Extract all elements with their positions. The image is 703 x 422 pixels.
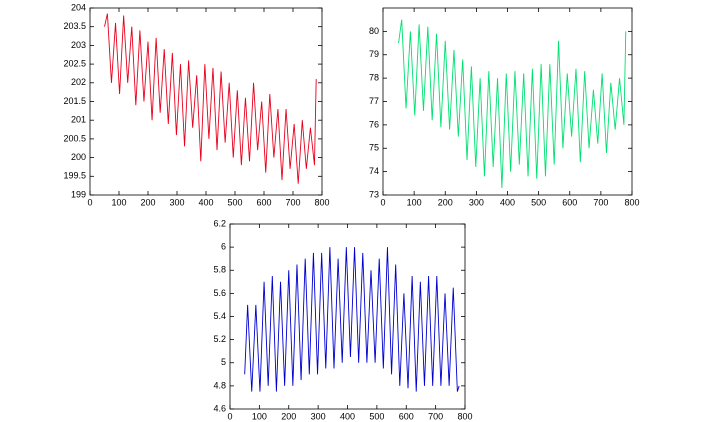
- x-tick-label: 500: [369, 411, 384, 421]
- y-tick-label: 80: [369, 26, 379, 36]
- x-tick-label: 300: [469, 197, 484, 207]
- x-tick-label: 500: [227, 197, 242, 207]
- x-tick-label: 700: [428, 411, 443, 421]
- x-tick-label: 700: [285, 197, 300, 207]
- x-tick-label: 600: [399, 411, 414, 421]
- series-line: [398, 19, 627, 189]
- y-tick-label: 4.6: [213, 403, 226, 413]
- x-tick-label: 100: [111, 197, 126, 207]
- y-tick-label: 78: [369, 73, 379, 83]
- x-tick-label: 200: [140, 197, 155, 207]
- x-tick-label: 600: [256, 197, 271, 207]
- y-tick-label: 74: [369, 166, 379, 176]
- x-tick-label: 500: [531, 197, 546, 207]
- y-tick-label: 5.2: [213, 334, 226, 344]
- x-tick-label: 400: [500, 197, 515, 207]
- x-tick-label: 300: [169, 197, 184, 207]
- y-tick-label: 5.4: [213, 311, 226, 321]
- y-tick-label: 79: [369, 49, 379, 59]
- y-tick-label: 202: [71, 77, 86, 87]
- x-tick-label: 400: [198, 197, 213, 207]
- y-tick-label: 200.5: [63, 133, 86, 143]
- y-tick-label: 76: [369, 119, 379, 129]
- y-tick-label: 204: [71, 2, 86, 12]
- x-tick-label: 0: [87, 197, 92, 207]
- x-tick-label: 100: [252, 411, 267, 421]
- x-tick-label: 800: [457, 411, 472, 421]
- y-tick-label: 4.8: [213, 380, 226, 390]
- y-tick-label: 6: [221, 242, 226, 252]
- y-tick-label: 199: [71, 189, 86, 199]
- x-tick-label: 800: [314, 197, 329, 207]
- x-tick-label: 300: [311, 411, 326, 421]
- x-tick-label: 100: [407, 197, 422, 207]
- x-tick-label: 200: [281, 411, 296, 421]
- series-line: [104, 13, 317, 184]
- y-tick-label: 201.5: [63, 96, 86, 106]
- y-tick-label: 202.5: [63, 58, 86, 68]
- x-tick-label: 800: [624, 197, 639, 207]
- y-tick-label: 203.5: [63, 21, 86, 31]
- y-tick-label: 5: [221, 357, 226, 367]
- y-tick-label: 199.5: [63, 171, 86, 181]
- y-tick-label: 77: [369, 96, 379, 106]
- y-tick-label: 203: [71, 40, 86, 50]
- series-line: [244, 247, 460, 392]
- y-tick-label: 201: [71, 115, 86, 125]
- y-tick-label: 75: [369, 143, 379, 153]
- x-tick-label: 0: [380, 197, 385, 207]
- y-tick-label: 73: [369, 189, 379, 199]
- x-tick-label: 600: [562, 197, 577, 207]
- y-tick-label: 6.2: [213, 218, 226, 228]
- y-tick-label: 200: [71, 152, 86, 162]
- x-tick-label: 0: [227, 411, 232, 421]
- y-tick-label: 5.6: [213, 288, 226, 298]
- y-tick-label: 5.8: [213, 265, 226, 275]
- x-tick-label: 400: [340, 411, 355, 421]
- x-tick-label: 200: [438, 197, 453, 207]
- x-tick-label: 700: [593, 197, 608, 207]
